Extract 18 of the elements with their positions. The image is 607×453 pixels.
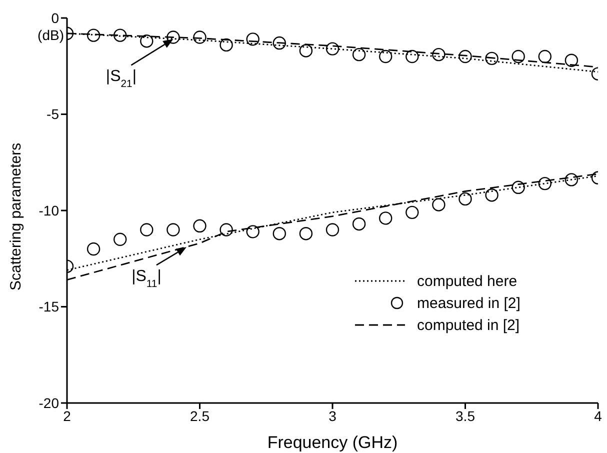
x-tick-label: 3 [328,408,337,424]
legend-label: computed here [417,272,518,290]
y-tick-label: -15 [38,298,60,315]
x-tick-label: 4 [594,408,602,424]
x-axis-title: Frequency (GHz) [267,433,398,452]
y-tick-label: 0 [51,10,60,26]
annotation: |S$_{11}$| [132,268,162,290]
x-tick-label: 3.5 [456,408,476,424]
annotation: |S$_{21}$| [106,68,136,90]
legend-label: measured in [2] [417,294,520,312]
y-tick-label: -10 [38,202,60,218]
y-tick-label: -20 [38,394,60,411]
y-tick-label: -5 [46,106,60,122]
x-tick-label: 2 [63,408,72,424]
legend-label: computed in [2] [417,316,520,334]
x-tick-label: 2.5 [190,408,210,424]
y-axis-title: Scattering parameters [7,142,24,290]
text: (dB) [38,27,64,43]
